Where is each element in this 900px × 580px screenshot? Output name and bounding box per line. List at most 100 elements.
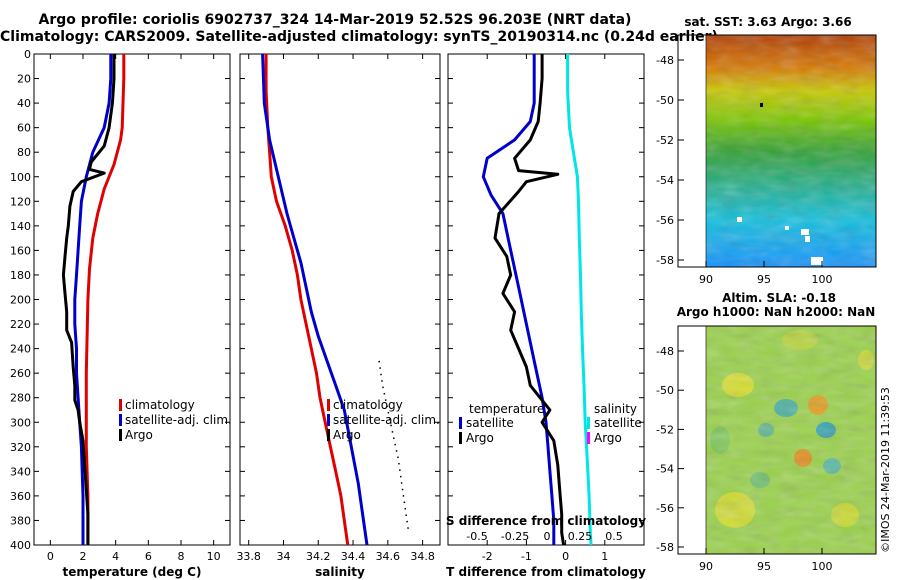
- x-tick-label: 8: [178, 550, 185, 563]
- x-axis-label: salinity: [315, 565, 365, 579]
- secondary-axis-label: S difference from climatology: [446, 514, 646, 528]
- legend-title-salinity: salinity: [594, 402, 637, 416]
- sla-map-frame: [677, 325, 877, 555]
- x-tick-label: 0: [47, 550, 54, 563]
- y-tick-label: 0: [24, 48, 31, 61]
- sst-map-frame: [677, 34, 877, 268]
- y-tick-label: 280: [10, 392, 31, 405]
- plot-frame: [33, 53, 231, 546]
- secondary-tick-label: -0.5: [466, 530, 487, 543]
- legend-label: Argo: [594, 431, 622, 445]
- series-argo: [378, 360, 410, 533]
- series-satellite-adj-clim-: [73, 54, 113, 545]
- lat-tick-label: -52: [656, 423, 674, 436]
- y-tick-label: 320: [10, 441, 31, 454]
- series-t-satellite: [481, 54, 556, 545]
- y-tick-label: 380: [10, 514, 31, 527]
- series-climatology: [264, 54, 350, 546]
- difference-panel: -2 -1 0 1 T difference from climatology tempe…: [446, 53, 646, 579]
- x-tick-label: 6: [145, 550, 152, 563]
- y-tick-label: 40: [17, 97, 31, 110]
- x-tick-label: 34: [276, 550, 290, 563]
- legend-swatch: [327, 399, 330, 411]
- series-t-argo: [493, 54, 566, 546]
- y-tick-label: 220: [10, 318, 31, 331]
- lat-tick-label: -50: [656, 384, 674, 397]
- x-tick-label: 0: [562, 550, 569, 563]
- title-line-1: Argo profile: coriolis 6902737_324 14-Ma…: [38, 12, 632, 28]
- plot-frame: [447, 53, 645, 546]
- series-satellite-adj-clim-: [261, 53, 369, 546]
- sst-missing-data-patches: [737, 103, 823, 265]
- series-argo: [61, 54, 116, 545]
- x-tick-label: 34.8: [410, 550, 435, 563]
- lon-tick-label: 90: [699, 273, 713, 286]
- temperature-panel: 0204060801001201401601802002202402602803…: [10, 48, 232, 579]
- series-s-satellite: [566, 54, 593, 546]
- y-tick-label: 340: [10, 465, 31, 478]
- legend-label: Argo: [125, 428, 153, 442]
- y-tick-label: 360: [10, 490, 31, 503]
- legend-label: Argo: [466, 431, 494, 445]
- y-tick-label: 100: [10, 171, 31, 184]
- sla-texture: [706, 326, 876, 554]
- sst-map: sat. SST: 3.63 Argo: 3.66 -48 -50 -52 -54 -5…: [656, 15, 877, 286]
- legend-label: satellite-adj. clim.: [333, 413, 440, 427]
- x-tick-label: 2: [80, 550, 87, 563]
- sla-map-axes: -48 -50 -52 -54 -56 -58 90 95 100: [656, 326, 833, 573]
- lat-tick-label: -54: [656, 174, 674, 187]
- legend-label: satellite: [466, 416, 514, 430]
- x-tick-label: 34.4: [341, 550, 366, 563]
- x-axis-label: temperature (deg C): [63, 565, 202, 579]
- x-tick-label: -1: [521, 550, 532, 563]
- lat-tick-label: -54: [656, 463, 674, 476]
- lon-tick-label: 95: [757, 560, 771, 573]
- legend-swatch: [327, 429, 330, 441]
- legend-swatch: [119, 414, 122, 426]
- y-tick-label: 20: [17, 73, 31, 86]
- y-tick-label: 400: [10, 539, 31, 552]
- lat-tick-label: -48: [656, 345, 674, 358]
- y-tick-label: 180: [10, 269, 31, 282]
- sla-map-title-line-2: Argo h1000: NaN h2000: NaN: [677, 305, 876, 319]
- legend-label: climatology: [333, 398, 403, 412]
- x-tick-label: 34.6: [376, 550, 401, 563]
- x-tick-label: 10: [207, 550, 221, 563]
- legend-swatch: [327, 414, 330, 426]
- legend-swatch: [587, 432, 590, 444]
- lat-tick-label: -48: [656, 54, 674, 67]
- y-tick-label: 200: [10, 294, 31, 307]
- legend-title-temperature: temperature: [469, 402, 544, 416]
- lat-tick-label: -58: [656, 541, 674, 554]
- secondary-tick-label: 0.5: [605, 530, 623, 543]
- legend-label: satellite-adj. clim.: [125, 413, 232, 427]
- y-tick-label: 120: [10, 195, 31, 208]
- imos-credit: ©IMOS 24-Mar-2019 11:39:53: [879, 387, 892, 553]
- lat-tick-label: -56: [656, 502, 674, 515]
- lat-tick-label: -52: [656, 134, 674, 147]
- y-tick-label: 260: [10, 367, 31, 380]
- sst-texture: [706, 35, 876, 267]
- title-line-2: Climatology: CARS2009. Satellite-adjuste…: [0, 29, 718, 45]
- x-tick-label: -2: [482, 550, 493, 563]
- legend-label: Argo: [333, 428, 361, 442]
- lon-tick-label: 95: [757, 273, 771, 286]
- lat-tick-label: -56: [656, 214, 674, 227]
- lon-tick-label: 100: [812, 560, 833, 573]
- y-tick-label: 80: [17, 146, 31, 159]
- secondary-tick-label: 0.25: [568, 530, 593, 543]
- sla-map-title-line-1: Altim. SLA: -0.18: [722, 291, 836, 305]
- legend-label: satellite: [594, 416, 642, 430]
- x-tick-label: 1: [601, 550, 608, 563]
- lat-tick-label: -50: [656, 94, 674, 107]
- x-tick-label: 34.2: [306, 550, 331, 563]
- lon-tick-label: 100: [812, 273, 833, 286]
- y-tick-label: 140: [10, 220, 31, 233]
- secondary-tick-label: 0: [544, 530, 551, 543]
- legend-swatch: [459, 432, 462, 444]
- legend-label: climatology: [125, 398, 195, 412]
- x-tick-label: 4: [112, 550, 119, 563]
- legend-swatch: [119, 429, 122, 441]
- legend-swatch: [119, 399, 122, 411]
- lat-tick-label: -58: [656, 254, 674, 267]
